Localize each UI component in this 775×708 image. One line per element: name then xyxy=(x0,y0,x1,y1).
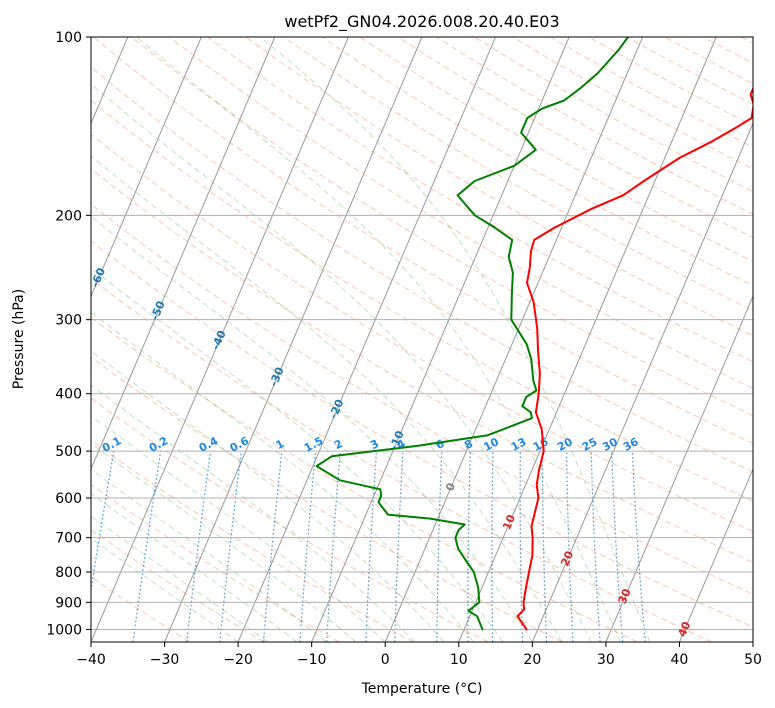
dry-adiabat-line xyxy=(91,99,753,502)
isotherm-line xyxy=(384,37,644,642)
temperature-profile-line xyxy=(516,86,753,631)
isotherm-line xyxy=(91,37,349,642)
dry-adiabat-line xyxy=(283,37,753,312)
y-axis-title: Pressure (hPa) xyxy=(11,289,27,389)
moist-adiabat-line xyxy=(91,311,474,642)
moist-adiabat-line xyxy=(91,537,239,642)
dry-adiabat-line xyxy=(91,316,638,642)
moist-adiabat-line xyxy=(91,492,298,642)
mixing-ratio-label: 16 xyxy=(531,435,551,454)
x-tick-label: −10 xyxy=(297,652,327,668)
isotherm-line xyxy=(91,37,202,298)
dry-adiabat-line xyxy=(321,37,753,287)
mixing-ratio-label: 20 xyxy=(555,435,575,454)
y-tick-label: 900 xyxy=(55,595,82,611)
mixing-ratio-line xyxy=(262,451,283,642)
isotherm-line xyxy=(164,37,423,642)
isotherm-line xyxy=(91,37,276,471)
moist-adiabat-line xyxy=(91,155,563,642)
x-tick-label: 50 xyxy=(744,652,762,668)
y-tick-label: 400 xyxy=(55,387,82,403)
dry-adiabat-line xyxy=(169,37,753,389)
dry-adiabat-line xyxy=(91,240,753,628)
mixing-ratio-line xyxy=(299,451,317,642)
moist-adiabat-line xyxy=(260,37,651,642)
moist-adiabat-line xyxy=(91,468,327,642)
mixing-ratio-line xyxy=(186,451,212,642)
x-tick-label: 30 xyxy=(597,652,615,668)
dry-adiabat-line xyxy=(91,203,753,595)
x-axis-title: Temperature (°C) xyxy=(361,681,483,697)
mixing-ratio-line xyxy=(132,451,162,642)
mixing-ratio-label: 10 xyxy=(481,435,501,454)
y-tick-label: 600 xyxy=(55,491,82,507)
plot-background xyxy=(91,37,753,642)
dry-adiabat-line xyxy=(91,133,753,533)
x-tick-label: 10 xyxy=(450,652,468,668)
mixing-ratio-line xyxy=(91,450,115,594)
x-tick-label: −40 xyxy=(76,652,106,668)
dry-adiabat-line xyxy=(91,483,340,642)
isotherm-label: 30 xyxy=(616,586,634,605)
mixing-ratio-label: 13 xyxy=(509,435,529,454)
moist-adiabat-line xyxy=(91,415,386,642)
mixing-ratio-label: 30 xyxy=(600,435,620,454)
isotherm-line xyxy=(531,122,753,642)
isotherm-label: 40 xyxy=(675,619,693,638)
y-tick-label: 800 xyxy=(55,565,82,581)
axes: −40 −30 −20 −10 0 10 20 30 40 50 100 200 300 400 500 60… xyxy=(46,30,762,668)
y-tick-label: 100 xyxy=(55,30,82,46)
dewpoint-profile-line xyxy=(315,37,629,631)
x-tick-label: −30 xyxy=(150,652,180,668)
isotherm-line xyxy=(237,37,497,642)
x-tick-label: −20 xyxy=(223,652,253,668)
pressure-grid xyxy=(91,37,753,630)
x-tick-label: 0 xyxy=(381,652,390,668)
isotherm-line xyxy=(458,37,717,642)
y-tick-label: 200 xyxy=(55,208,82,224)
chart-title: wetPf2_GN04.2026.008.20.40.E03 xyxy=(284,12,559,32)
background-lines xyxy=(91,37,753,642)
mixing-ratio-label: 36 xyxy=(621,435,641,454)
isotherm-label: 20 xyxy=(558,549,576,568)
profile-series xyxy=(315,37,753,631)
dry-adiabat-line xyxy=(91,278,713,642)
mixing-ratio-line xyxy=(219,451,242,642)
plot-frame xyxy=(90,36,754,643)
moist-adiabat-line xyxy=(91,515,268,642)
y-tick-label: 700 xyxy=(55,531,82,547)
x-tick-label: 40 xyxy=(671,652,689,668)
y-tick-label: 1000 xyxy=(46,622,82,638)
moist-adiabat-line xyxy=(136,37,622,642)
dry-adiabat-line xyxy=(91,356,563,642)
y-tick-label: 500 xyxy=(55,444,82,460)
isotherm-line xyxy=(605,295,753,642)
y-tick-label: 300 xyxy=(55,313,82,329)
isotherm-label: 10 xyxy=(500,512,518,531)
dry-adiabat-line xyxy=(131,37,753,417)
moist-adiabat-line xyxy=(91,215,533,642)
isotherm-line xyxy=(678,467,753,642)
dry-adiabat-line xyxy=(91,529,265,642)
mixing-ratio-label: 25 xyxy=(580,435,600,454)
moist-adiabat-line xyxy=(91,350,445,642)
x-tick-label: 20 xyxy=(523,652,541,668)
